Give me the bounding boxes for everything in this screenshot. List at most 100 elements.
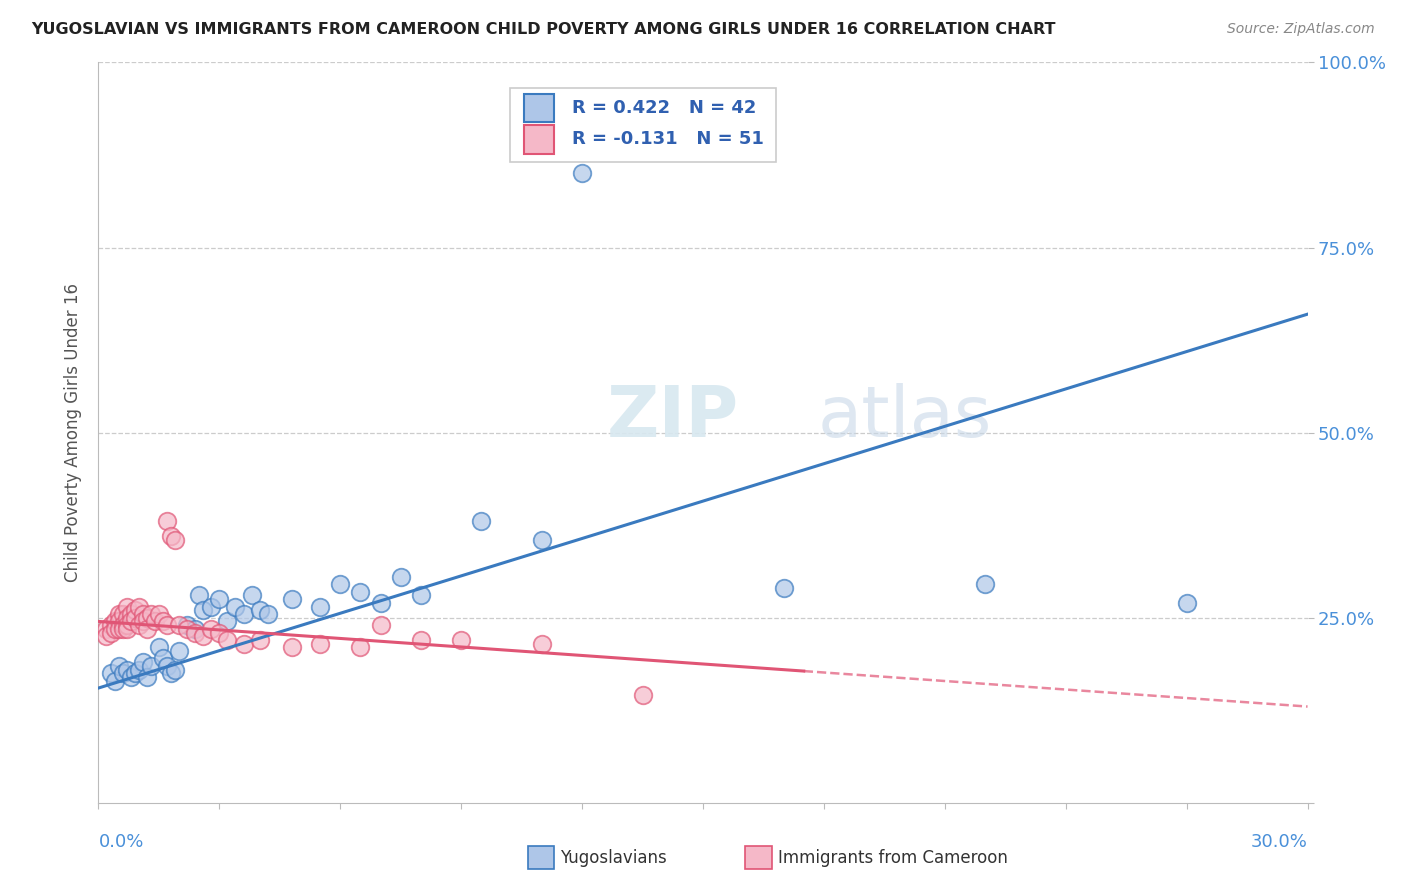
Point (111, 618, 134, 632)
Text: Immigrants from Cameroon: Immigrants from Cameroon (778, 849, 1008, 867)
Point (163, 533, 186, 547)
Point (329, 577, 352, 591)
Point (132, 607, 155, 621)
Point (115, 663, 138, 677)
Point (389, 570, 412, 584)
Point (370, 596, 392, 610)
Point (128, 663, 150, 677)
Point (530, 637, 553, 651)
Text: 30.0%: 30.0% (1251, 833, 1308, 851)
Point (184, 625, 207, 640)
Point (256, 607, 278, 621)
Point (571, 166, 593, 180)
FancyBboxPatch shape (509, 88, 776, 162)
Point (167, 618, 190, 632)
Point (309, 637, 332, 651)
Point (100, 618, 122, 632)
Point (1175, 596, 1198, 610)
Point (232, 637, 254, 651)
Point (160, 529, 183, 543)
Point (208, 625, 231, 640)
Point (249, 603, 271, 617)
Text: 0.0%: 0.0% (98, 833, 143, 851)
Point (631, 689, 654, 703)
Point (103, 673, 125, 688)
FancyBboxPatch shape (524, 94, 554, 121)
Point (156, 658, 179, 673)
Text: Yugoslavians: Yugoslavians (561, 849, 666, 867)
Point (217, 632, 239, 647)
Point (370, 618, 392, 632)
Point (124, 610, 146, 624)
Point (139, 607, 162, 621)
Point (184, 622, 207, 636)
Point (128, 599, 150, 614)
Point (163, 663, 186, 677)
Y-axis label: Child Poverty Among Girls Under 16: Child Poverty Among Girls Under 16 (63, 283, 82, 582)
Point (135, 670, 157, 684)
Point (128, 618, 150, 632)
Point (176, 622, 198, 636)
Point (309, 599, 332, 614)
Point (200, 599, 222, 614)
FancyBboxPatch shape (524, 126, 554, 153)
Point (349, 640, 371, 655)
Point (111, 622, 134, 636)
Text: Source: ZipAtlas.com: Source: ZipAtlas.com (1227, 22, 1375, 37)
Point (111, 607, 134, 621)
Point (470, 515, 492, 529)
Point (176, 618, 198, 632)
Point (103, 622, 125, 636)
Point (96, 622, 118, 636)
Point (409, 632, 432, 647)
Point (156, 618, 179, 632)
Point (240, 589, 263, 603)
Point (107, 622, 129, 636)
Point (232, 607, 254, 621)
Point (160, 666, 183, 681)
Point (132, 615, 155, 629)
Point (120, 615, 142, 629)
Point (152, 651, 174, 665)
Point (132, 655, 155, 669)
Point (143, 615, 166, 629)
FancyBboxPatch shape (745, 846, 772, 870)
Point (208, 592, 231, 607)
Point (281, 640, 304, 655)
Point (96, 629, 118, 643)
Point (530, 533, 553, 547)
Text: atlas: atlas (818, 384, 993, 452)
Point (124, 666, 146, 681)
Point (224, 599, 246, 614)
Point (115, 610, 138, 624)
Point (115, 622, 138, 636)
Point (107, 615, 129, 629)
Point (200, 622, 222, 636)
Point (120, 607, 142, 621)
Point (974, 577, 997, 591)
Point (135, 622, 157, 636)
Point (107, 658, 129, 673)
Point (193, 603, 215, 617)
Text: R = 0.422   N = 42: R = 0.422 N = 42 (572, 99, 756, 117)
Text: R = -0.131   N = 51: R = -0.131 N = 51 (572, 130, 765, 148)
Point (409, 589, 432, 603)
Point (139, 658, 162, 673)
Text: ZIP: ZIP (606, 384, 738, 452)
Point (107, 607, 129, 621)
Point (103, 615, 125, 629)
Point (148, 640, 170, 655)
Point (349, 584, 371, 599)
Point (135, 610, 157, 624)
Point (115, 599, 138, 614)
Point (156, 515, 179, 529)
Point (148, 607, 170, 621)
Point (167, 644, 190, 658)
Point (111, 666, 134, 681)
Point (450, 632, 472, 647)
Point (249, 632, 271, 647)
Point (188, 589, 211, 603)
Point (217, 615, 239, 629)
Point (120, 670, 142, 684)
Point (100, 666, 122, 681)
